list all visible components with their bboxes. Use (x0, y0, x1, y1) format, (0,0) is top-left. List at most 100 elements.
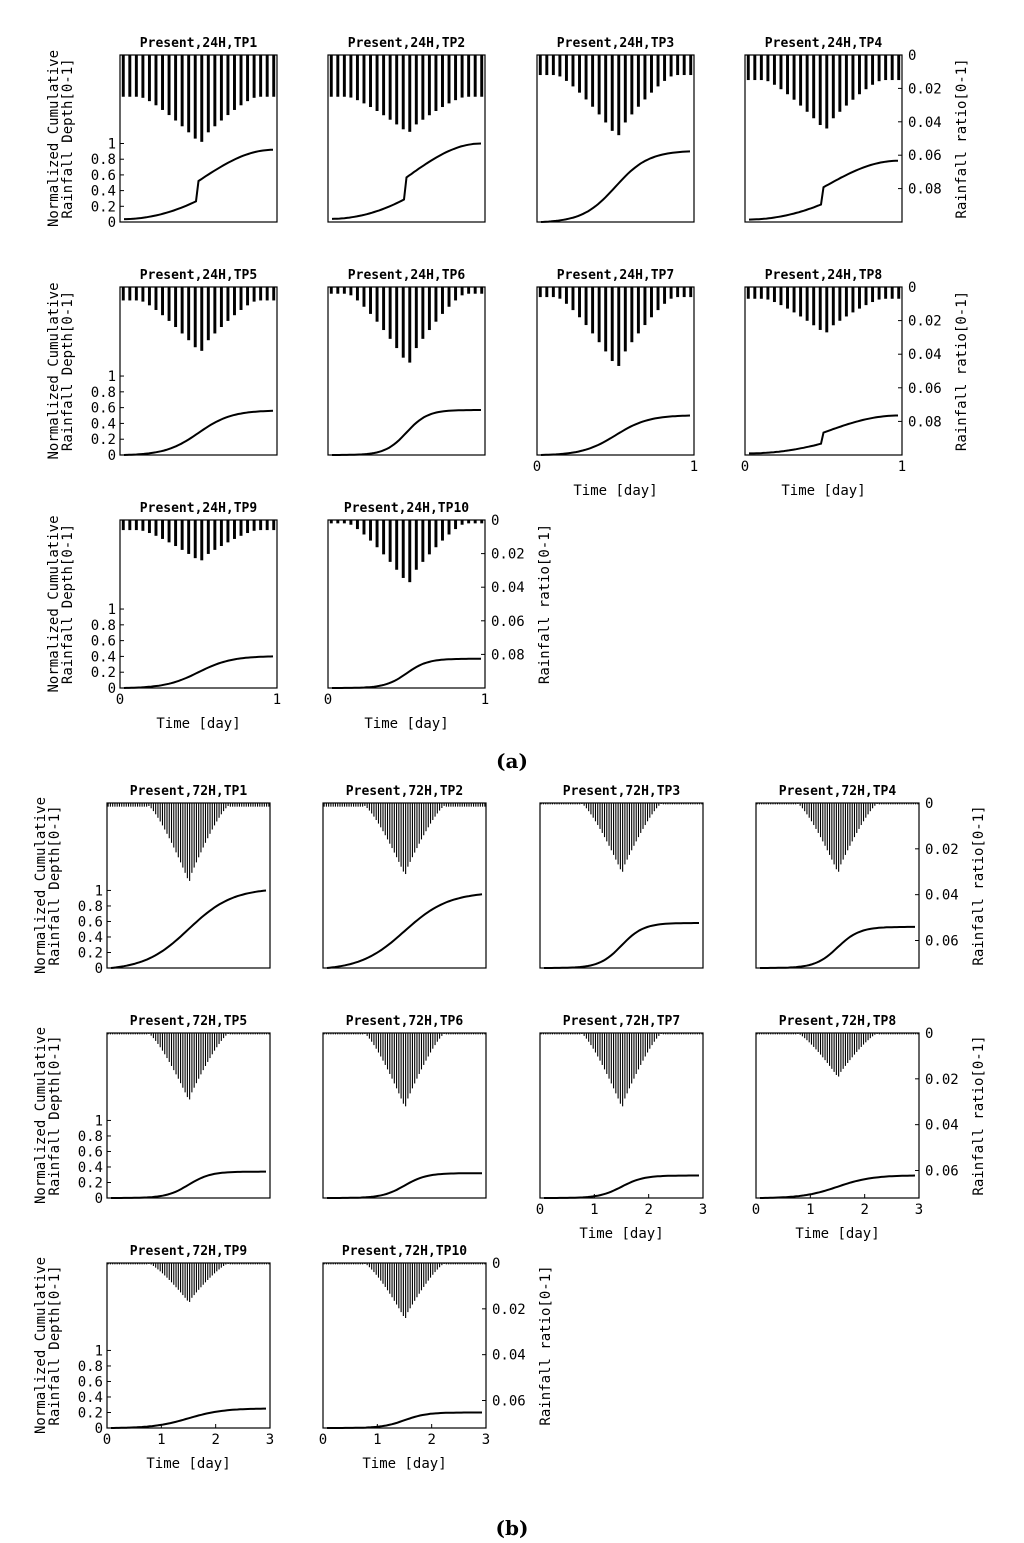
rain-bar (574, 803, 576, 805)
x-tick-label: 2 (427, 1432, 435, 1448)
rain-bar (812, 287, 816, 326)
x-tick-label: 2 (860, 1202, 868, 1218)
rain-bar (472, 803, 475, 807)
rain-bar (123, 1033, 125, 1035)
rain-bar (774, 1033, 776, 1035)
panel-b-label: (b) (496, 1516, 529, 1540)
rain-bar (662, 1033, 664, 1035)
rain-bar (473, 287, 477, 294)
rain-bar (610, 803, 612, 851)
rain-bar (395, 287, 399, 349)
rain-bar (626, 803, 628, 860)
y-tick-label-left: 0 (95, 961, 103, 977)
rain-bar (606, 1033, 608, 1074)
rain-bar (551, 1033, 554, 1035)
plot-frame (539, 802, 704, 969)
rain-bar (463, 803, 466, 807)
rain-bar (198, 1033, 200, 1079)
rain-bar (259, 287, 263, 301)
rain-bar (454, 55, 458, 101)
rain-bar (159, 1033, 161, 1048)
rain-bar (622, 1033, 624, 1107)
rain-bar (128, 55, 132, 97)
y-tick-label-left: 0.8 (78, 1359, 103, 1375)
rain-bar (425, 803, 427, 832)
rain-bar (377, 1263, 380, 1278)
rain-bar (134, 520, 138, 531)
rain-bar (259, 1263, 261, 1265)
subplot-a-5 (119, 286, 278, 456)
cumulative-line (332, 657, 481, 689)
cumulative-line (110, 889, 267, 969)
subplot-title: Present,72H,TP6 (346, 1014, 464, 1029)
rain-bar (266, 803, 268, 807)
rain-bar (334, 803, 337, 807)
rain-bar (856, 803, 858, 833)
subplot-a-3 (536, 54, 695, 223)
rain-bar (182, 803, 184, 868)
rain-bar (658, 1033, 660, 1036)
rain-bar (434, 1033, 436, 1046)
rain-bar (114, 1033, 116, 1035)
y-tick-label-right: 0.02 (491, 547, 525, 563)
rain-bar (323, 803, 325, 807)
rain-bar (630, 55, 634, 115)
rain-bar (579, 803, 581, 805)
rain-bar (416, 803, 418, 849)
rain-bar (389, 1263, 391, 1294)
rain-bar (864, 287, 868, 306)
rain-bar (168, 803, 170, 839)
y-tick-label-left: 0.2 (78, 1405, 103, 1421)
rain-bar (685, 1033, 687, 1035)
rain-bar (439, 803, 441, 811)
rain-bar (813, 803, 815, 826)
rain-bar (554, 803, 556, 805)
rain-bar (382, 1263, 384, 1284)
subplot-title: Present,24H,TP5 (140, 268, 257, 283)
rain-bar (393, 1263, 395, 1301)
cumulative-line (540, 414, 691, 456)
y-axis-label-left: Rainfall Depth[0-1] (60, 58, 76, 218)
rain-bar (756, 1033, 758, 1035)
rain-bar (375, 803, 377, 821)
rain-bar (915, 1033, 917, 1035)
rain-bar (427, 55, 431, 116)
rain-bar (556, 803, 558, 805)
rain-bar (656, 803, 658, 809)
rain-bar (396, 803, 398, 858)
rain-bar (377, 1033, 380, 1053)
rain-bar (545, 803, 547, 805)
rain-bar (414, 803, 416, 853)
rain-bar (799, 55, 803, 106)
rain-bar (477, 1033, 479, 1035)
rain-bar (862, 1033, 865, 1045)
rain-bar (454, 1033, 456, 1035)
y-tick-label-left: 0.6 (78, 1144, 103, 1160)
rain-bar (254, 803, 256, 807)
rain-bar (663, 287, 667, 304)
rain-bar (610, 287, 614, 362)
rain-bar (134, 1033, 136, 1035)
rain-bar (460, 520, 464, 525)
rain-bar (637, 803, 640, 838)
y-tick-label-left: 0.8 (91, 152, 116, 168)
rain-bar (134, 1263, 136, 1265)
plot-frame (106, 1032, 271, 1199)
rain-bar (330, 803, 332, 807)
subplot-title: Present,24H,TP9 (140, 501, 257, 516)
x-tick-label: 1 (806, 1202, 814, 1218)
rain-bar (166, 1263, 168, 1278)
subplot-a-9 (119, 519, 278, 689)
rain-bar (894, 1033, 896, 1035)
rain-bar (416, 1033, 418, 1079)
rain-bar (175, 1263, 177, 1288)
rain-bar (246, 520, 250, 534)
rain-bar (564, 287, 568, 304)
cumulative-line (327, 1411, 482, 1429)
rain-bar (669, 803, 671, 805)
rain-bar (653, 803, 655, 812)
rain-bar (551, 55, 555, 76)
rain-bar (323, 1263, 325, 1265)
rain-bar (112, 1033, 114, 1035)
rain-bar (206, 287, 210, 341)
